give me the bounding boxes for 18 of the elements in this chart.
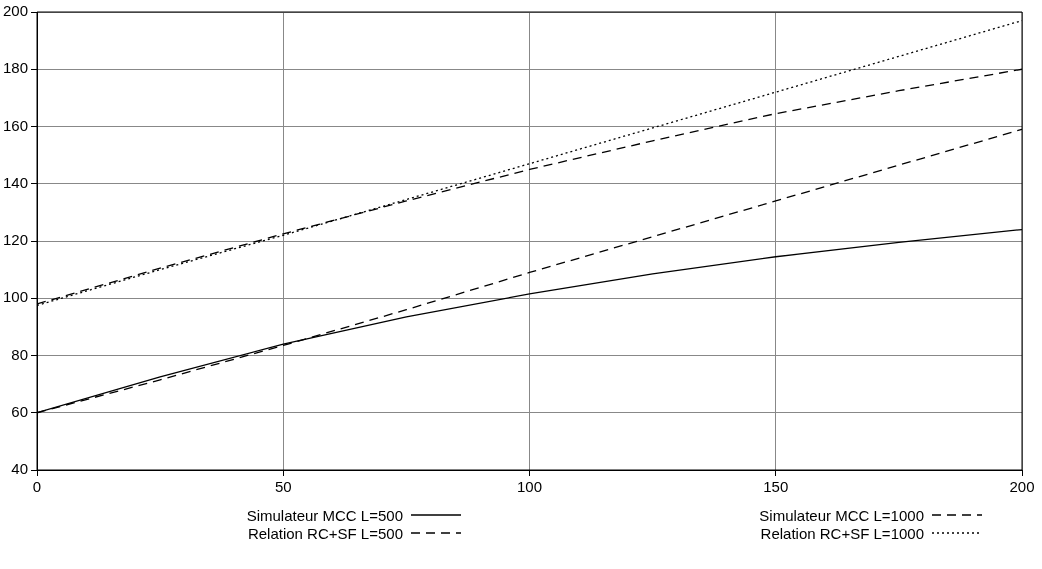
x-tick-label: 0 — [32, 478, 42, 496]
y-tick-label: 180 — [3, 59, 29, 77]
x-tick-label: 100 — [517, 478, 543, 496]
legend-label: Simulateur MCC L=500 — [246, 506, 403, 524]
x-tick-label: 50 — [274, 478, 292, 496]
y-tick-label: 120 — [3, 231, 29, 249]
y-tick-label: 80 — [11, 345, 29, 363]
y-tick-label: 140 — [3, 173, 29, 191]
y-tick-label: 60 — [11, 402, 29, 420]
legend-label: Relation RC+SF L=500 — [247, 524, 403, 542]
x-tick-label: 200 — [1009, 478, 1035, 496]
x-tick-label: 150 — [763, 478, 789, 496]
y-tick-label: 100 — [3, 288, 29, 306]
y-tick-label: 200 — [3, 2, 29, 20]
y-tick-label: 160 — [3, 116, 29, 134]
legend-label: Simulateur MCC L=1000 — [759, 506, 924, 524]
legend-label: Relation RC+SF L=1000 — [760, 524, 924, 542]
y-tick-label: 40 — [11, 460, 29, 478]
